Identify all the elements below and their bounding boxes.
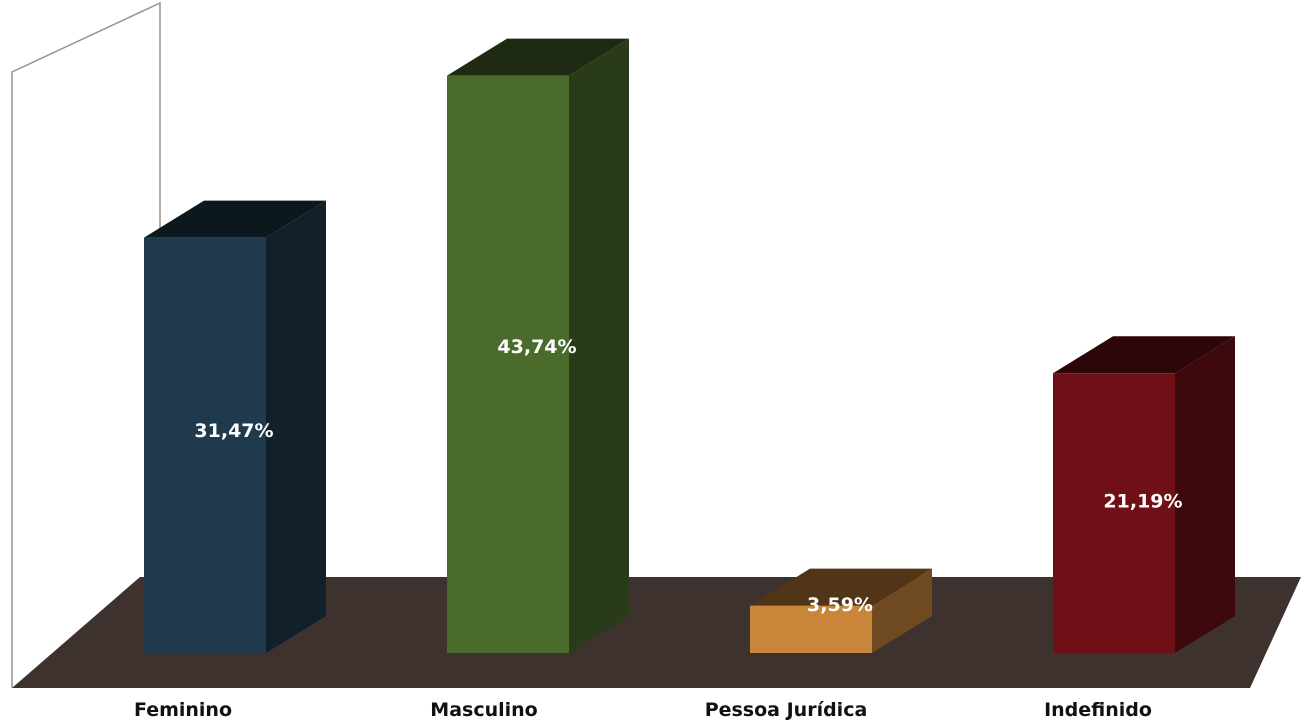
chart-floor xyxy=(12,577,1301,688)
bar-front-face xyxy=(1053,373,1175,653)
bar-value-label: 21,19% xyxy=(1103,491,1182,513)
category-labels: Feminino Masculino Pessoa Jurídica Indefini… xyxy=(134,699,1152,721)
bar-side-face xyxy=(266,200,326,653)
category-label: Indefinido xyxy=(1044,699,1152,721)
bar-front-face xyxy=(750,605,872,653)
bar-top-face xyxy=(1053,336,1235,374)
bar-1 xyxy=(144,200,326,653)
bar-top-face xyxy=(750,568,932,606)
bar-value-label: 3,59% xyxy=(807,594,873,616)
bar-4 xyxy=(1053,336,1235,653)
bar-top-face xyxy=(447,38,629,76)
bars-layer: 31,47% 43,74% 3,59% 21,19% xyxy=(144,38,1235,653)
category-label: Feminino xyxy=(134,699,232,721)
bar-value-label: 43,74% xyxy=(497,336,576,358)
bar-2 xyxy=(447,38,629,653)
bar-side-face xyxy=(1175,336,1235,653)
back-wall-outline xyxy=(11,1,161,688)
category-label: Pessoa Jurídica xyxy=(705,699,868,721)
bar-value-label: 31,47% xyxy=(194,420,273,442)
bar-front-face xyxy=(447,75,569,653)
bar-3 xyxy=(750,568,932,653)
bar-front-face xyxy=(144,237,266,653)
bar-top-face xyxy=(144,200,326,238)
bar-side-face xyxy=(569,38,629,653)
bar-side-face xyxy=(872,568,932,653)
category-label: Masculino xyxy=(430,699,537,721)
